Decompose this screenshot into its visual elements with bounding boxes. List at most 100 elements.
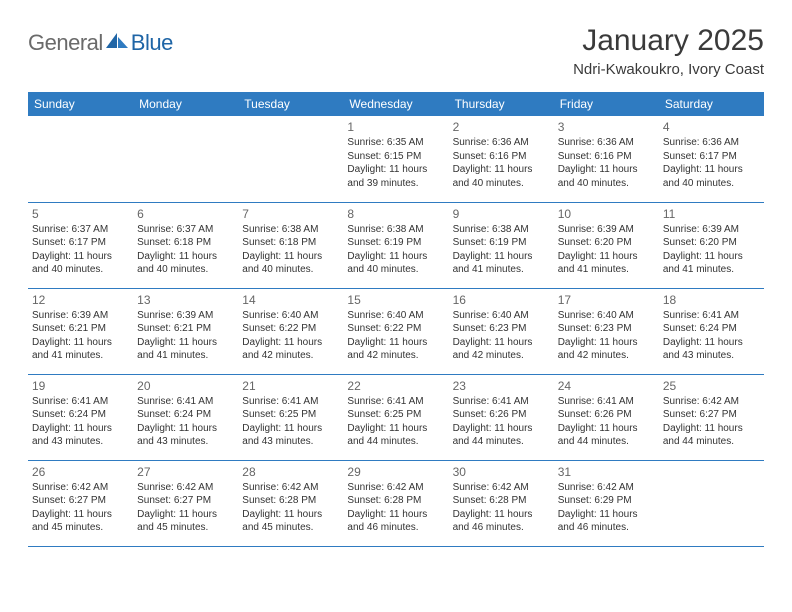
daylight-line: Daylight: 11 hours and 40 minutes. [32,250,129,277]
day-number: 17 [558,293,655,307]
day-number: 5 [32,207,129,221]
weekday-header: Thursday [449,92,554,116]
sunset-line: Sunset: 6:27 PM [663,408,760,422]
daylight-line: Daylight: 11 hours and 40 minutes. [453,163,550,190]
calendar-day-cell: 7Sunrise: 6:38 AMSunset: 6:18 PMDaylight… [238,202,343,288]
weekday-header: Monday [133,92,238,116]
daylight-line: Daylight: 11 hours and 42 minutes. [347,336,444,363]
logo-text-general: General [28,30,103,56]
sunset-line: Sunset: 6:28 PM [453,494,550,508]
sunset-line: Sunset: 6:16 PM [558,150,655,164]
calendar-empty-cell [238,116,343,202]
calendar-day-cell: 24Sunrise: 6:41 AMSunset: 6:26 PMDayligh… [554,374,659,460]
calendar-day-cell: 27 Sunrise: 6:42 AMSunset: 6:27 PMDayligh… [133,460,238,546]
day-info: Sunrise: 6:39 AMSunset: 6:20 PMDaylight:… [558,223,655,277]
calendar-day-cell: 8Sunrise: 6:38 AMSunset: 6:19 PMDaylight… [343,202,448,288]
day-info: Sunrise: 6:42 AMSunset: 6:27 PMDaylight:… [32,481,129,535]
sunset-line: Sunset: 6:23 PM [453,322,550,336]
sunrise-line: Sunrise: 6:40 AM [453,309,550,323]
day-info: Sunrise: 6:42 AMSunset: 6:27 PMDaylight:… [137,481,234,535]
day-number: 19 [32,379,129,393]
daylight-line: Daylight: 11 hours and 42 minutes. [453,336,550,363]
day-number: 14 [242,293,339,307]
sunset-line: Sunset: 6:20 PM [558,236,655,250]
day-info: Sunrise: 6:41 AMSunset: 6:25 PMDaylight:… [347,395,444,449]
daylight-line: Daylight: 11 hours and 42 minutes. [242,336,339,363]
day-number: 23 [453,379,550,393]
sunrise-line: Sunrise: 6:41 AM [347,395,444,409]
day-number: 27 [137,465,234,479]
daylight-line: Daylight: 11 hours and 43 minutes. [663,336,760,363]
sunset-line: Sunset: 6:27 PM [32,494,129,508]
day-number: 15 [347,293,444,307]
sunrise-line: Sunrise: 6:42 AM [663,395,760,409]
calendar-day-cell: 11Sunrise: 6:39 AMSunset: 6:20 PMDayligh… [659,202,764,288]
sunset-line: Sunset: 6:24 PM [663,322,760,336]
day-number: 6 [137,207,234,221]
daylight-line: Daylight: 11 hours and 40 minutes. [137,250,234,277]
daylight-line: Daylight: 11 hours and 40 minutes. [242,250,339,277]
sunset-line: Sunset: 6:17 PM [663,150,760,164]
weekday-header: Saturday [659,92,764,116]
sunrise-line: Sunrise: 6:42 AM [558,481,655,495]
daylight-line: Daylight: 11 hours and 42 minutes. [558,336,655,363]
day-info: Sunrise: 6:38 AMSunset: 6:18 PMDaylight:… [242,223,339,277]
calendar-week-row: 26Sunrise: 6:42 AMSunset: 6:27 PMDayligh… [28,460,764,546]
sunset-line: Sunset: 6:19 PM [347,236,444,250]
sunrise-line: Sunrise: 6:39 AM [32,309,129,323]
daylight-line: Daylight: 11 hours and 41 minutes. [558,250,655,277]
calendar-day-cell: 14 Sunrise: 6:40 AMSunset: 6:22 PMDayligh… [238,288,343,374]
calendar-day-cell: 30 Sunrise: 6:42 AMSunset: 6:28 PMDayligh… [449,460,554,546]
sunset-line: Sunset: 6:25 PM [242,408,339,422]
daylight-line: Daylight: 11 hours and 43 minutes. [242,422,339,449]
sunset-line: Sunset: 6:24 PM [137,408,234,422]
weekday-header: Tuesday [238,92,343,116]
calendar-day-cell: 17 Sunrise: 6:40 AMSunset: 6:23 PMDayligh… [554,288,659,374]
sunset-line: Sunset: 6:26 PM [453,408,550,422]
daylight-line: Daylight: 11 hours and 41 minutes. [137,336,234,363]
sunrise-line: Sunrise: 6:35 AM [347,136,444,150]
calendar-day-cell: 13Sunrise: 6:39 AMSunset: 6:21 PMDayligh… [133,288,238,374]
day-number: 3 [558,120,655,134]
calendar-day-cell: 21 Sunrise: 6:41 AMSunset: 6:25 PMDayligh… [238,374,343,460]
day-info: Sunrise: 6:42 AMSunset: 6:28 PMDaylight:… [453,481,550,535]
weekday-header: Wednesday [343,92,448,116]
sunset-line: Sunset: 6:22 PM [242,322,339,336]
calendar-day-cell: 16Sunrise: 6:40 AMSunset: 6:23 PMDayligh… [449,288,554,374]
day-number: 29 [347,465,444,479]
sunset-line: Sunset: 6:20 PM [663,236,760,250]
calendar-day-cell: 28Sunrise: 6:42 AMSunset: 6:28 PMDayligh… [238,460,343,546]
calendar-week-row: 19 Sunrise: 6:41 AM Sunset: 6:24 PM Dayligh… [28,374,764,460]
calendar-week-row: 12Sunrise: 6:39 AMSunset: 6:21 PMDayligh… [28,288,764,374]
day-number: 21 [242,379,339,393]
day-info: Sunrise: 6:42 AMSunset: 6:28 PMDaylight:… [242,481,339,535]
day-info: Sunrise: 6:36 AMSunset: 6:16 PMDaylight:… [453,136,550,190]
sunrise-line: Sunrise: 6:36 AM [558,136,655,150]
day-number: 20 [137,379,234,393]
sunrise-line: Sunrise: 6:42 AM [347,481,444,495]
calendar-body: 1Sunrise: 6:35 AMSunset: 6:15 PMDaylight… [28,116,764,546]
sunrise-line: Sunrise: 6:41 AM [32,395,129,409]
weekday-header: Friday [554,92,659,116]
calendar-day-cell: 9Sunrise: 6:38 AMSunset: 6:19 PMDaylight… [449,202,554,288]
sunrise-line: Sunrise: 6:38 AM [453,223,550,237]
title-block: January 2025 Ndri-Kwakoukro, Ivory Coast [573,24,764,78]
sunrise-line: Sunrise: 6:41 AM [242,395,339,409]
day-info: Sunrise: 6:40 AMSunset: 6:23 PMDaylight:… [558,309,655,363]
calendar-day-cell: 4Sunrise: 6:36 AMSunset: 6:17 PMDaylight… [659,116,764,202]
day-number: 4 [663,120,760,134]
day-number: 30 [453,465,550,479]
calendar-table: SundayMondayTuesdayWednesdayThursdayFrid… [28,92,764,547]
daylight-line: Daylight: 11 hours and 44 minutes. [347,422,444,449]
day-info: Sunrise: 6:39 AMSunset: 6:21 PMDaylight:… [32,309,129,363]
sunset-line: Sunset: 6:18 PM [242,236,339,250]
calendar-day-cell: 22 Sunrise: 6:41 AMSunset: 6:25 PMDayligh… [343,374,448,460]
day-info: Sunrise: 6:41 AMSunset: 6:25 PMDaylight:… [242,395,339,449]
day-info: Sunrise: 6:40 AMSunset: 6:22 PMDaylight:… [347,309,444,363]
day-info: Sunrise: 6:37 AMSunset: 6:17 PMDaylight:… [32,223,129,277]
day-number: 22 [347,379,444,393]
calendar-day-cell: 19Sunrise: 6:41 AMSunset: 6:24 PMDayligh… [28,374,133,460]
daylight-line: Daylight: 11 hours and 41 minutes. [32,336,129,363]
day-info: Sunrise: 6:40 AMSunset: 6:22 PMDaylight:… [242,309,339,363]
calendar-day-cell: 15 Sunrise: 6:40 AMSunset: 6:22 PMDayligh… [343,288,448,374]
